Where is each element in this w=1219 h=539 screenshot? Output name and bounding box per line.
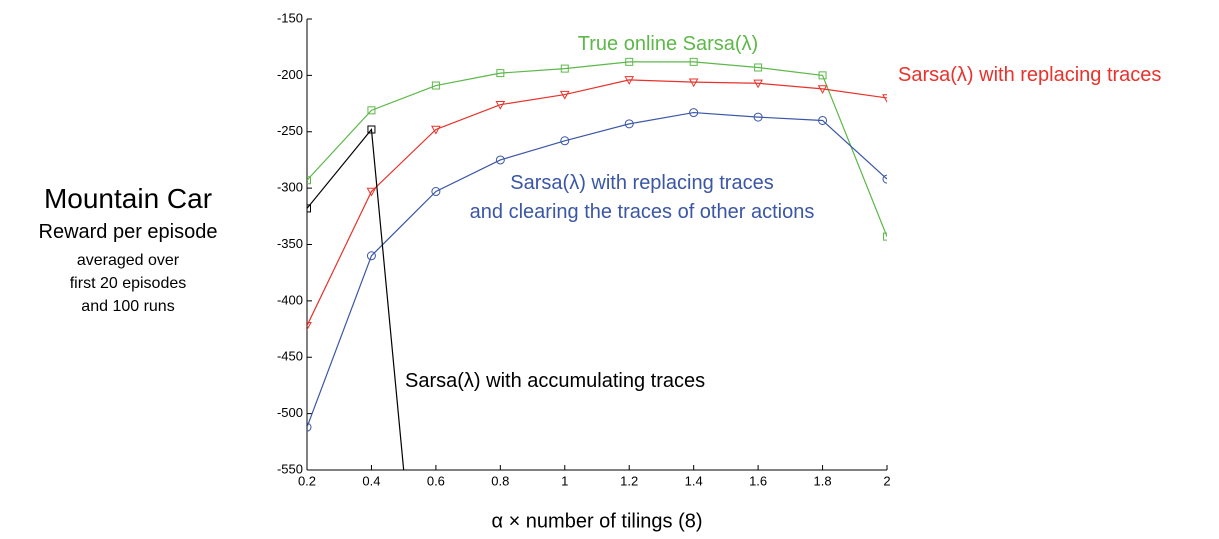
marker: [754, 63, 763, 72]
marker: [496, 69, 505, 78]
y-tick-label: -300: [277, 180, 303, 195]
marker: [817, 85, 828, 94]
marker: [624, 119, 634, 129]
series-line: [307, 111, 887, 428]
marker: [883, 232, 887, 241]
series: [307, 76, 887, 331]
marker: [689, 57, 698, 66]
marker: [753, 79, 763, 89]
y-tick-label: -350: [277, 236, 303, 251]
y-tick-label: -250: [277, 123, 303, 138]
y-axis-label: first 20 episodes: [69, 275, 187, 293]
series-line: [307, 79, 887, 326]
series-line: [307, 127, 405, 470]
marker: [367, 125, 376, 134]
x-tick-label: 0.6: [427, 473, 445, 488]
marker: [818, 71, 827, 80]
marker: [367, 106, 376, 115]
marker: [431, 125, 441, 135]
series: [307, 57, 887, 241]
marker: [753, 112, 763, 122]
marker: [625, 57, 634, 66]
marker: [366, 251, 376, 261]
y-tick-label: -450: [277, 349, 303, 364]
x-tick-label: 1.8: [814, 473, 832, 488]
marker: [560, 136, 570, 146]
marker: [689, 108, 699, 118]
marker: [495, 100, 506, 110]
x-tick-label: 2: [883, 473, 890, 488]
marker: [431, 81, 440, 90]
x-tick-label: 1.4: [685, 473, 703, 488]
series-label: True online Sarsa(λ): [577, 33, 759, 55]
marker: [307, 176, 311, 185]
x-tick-label: 1: [561, 473, 568, 488]
series: [307, 125, 405, 470]
y-axis-label: and 100 runs: [81, 298, 175, 316]
marker: [495, 155, 505, 165]
series-line: [307, 61, 887, 237]
x-tick-label: 1.2: [620, 473, 638, 488]
marker: [307, 321, 312, 331]
marker: [431, 187, 441, 197]
series: [307, 108, 887, 432]
y-tick-label: -550: [277, 461, 303, 476]
y-tick-label: -500: [277, 405, 303, 420]
marker: [560, 64, 569, 73]
marker: [307, 204, 311, 213]
marker: [307, 422, 312, 432]
x-tick-label: 0.2: [298, 473, 316, 488]
x-tick-label: 0.4: [362, 473, 380, 488]
marker: [559, 90, 570, 100]
y-axis-label: Mountain Car: [43, 183, 213, 215]
series-label: Sarsa(λ) with replacing traces and clear…: [469, 172, 815, 223]
marker: [688, 78, 699, 88]
x-tick-label: 0.8: [491, 473, 509, 488]
marker: [366, 187, 377, 197]
marker: [818, 115, 828, 125]
y-tick-label: -150: [277, 10, 303, 25]
x-axis-label: α × number of tilings (8): [491, 510, 702, 532]
marker: [624, 76, 635, 85]
y-axis-label: Reward per episode: [38, 221, 218, 243]
y-tick-label: -400: [277, 292, 303, 307]
y-axis-label: averaged over: [76, 252, 180, 270]
x-tick-label: 1.6: [749, 473, 767, 488]
series-label: Sarsa(λ) with accumulating traces: [405, 370, 706, 392]
series-label: Sarsa(λ) with replacing traces: [898, 64, 1162, 86]
marker: [882, 174, 887, 184]
marker: [882, 94, 887, 103]
y-tick-label: -200: [277, 67, 303, 82]
